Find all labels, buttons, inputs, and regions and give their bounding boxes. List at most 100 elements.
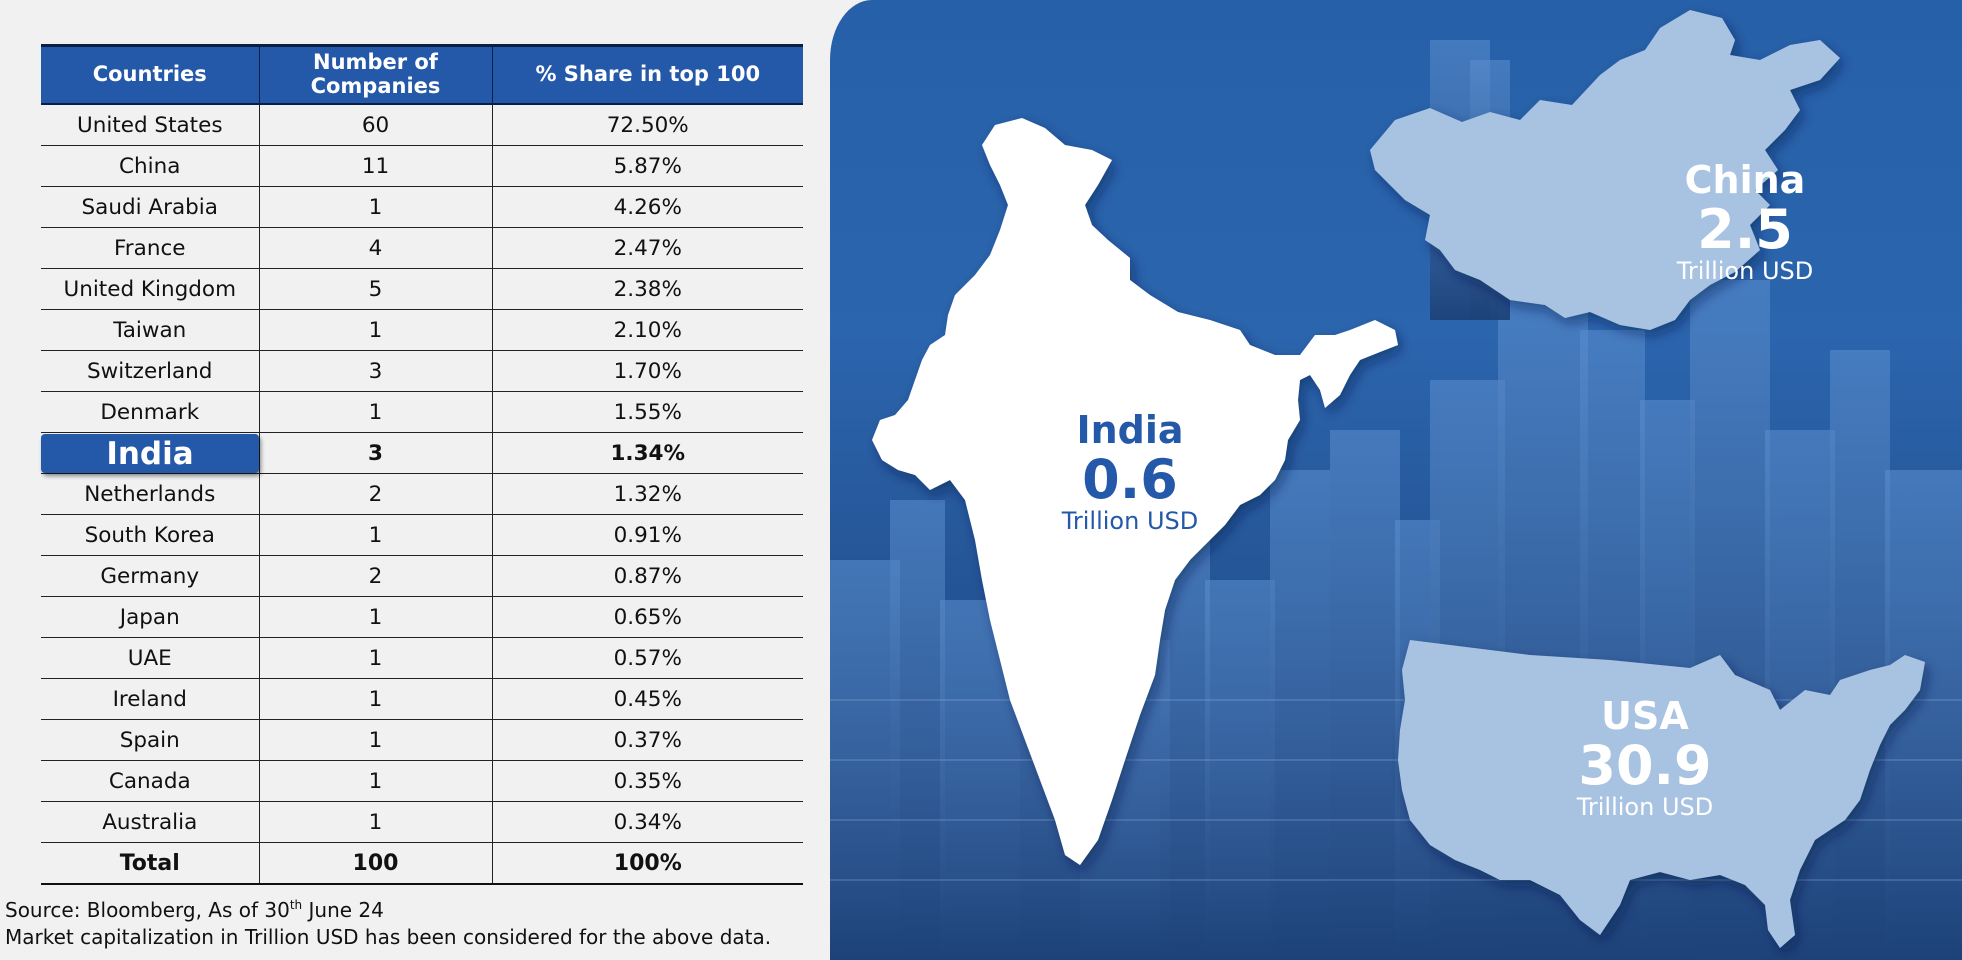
share-cell: 0.35% xyxy=(491,760,803,802)
companies-cell: 60 xyxy=(258,104,492,146)
companies-cell: 2 xyxy=(258,473,492,515)
table-panel: Countries Number of Companies % Share in… xyxy=(0,0,830,960)
country-cell: South Korea xyxy=(41,514,259,556)
table-row: Canada 1 0.35% xyxy=(41,760,803,802)
usa-name: USA xyxy=(1601,694,1689,738)
table-row: India 3 1.34% xyxy=(41,432,803,474)
share-cell: 0.37% xyxy=(491,719,803,761)
source-superscript: th xyxy=(289,898,303,912)
companies-cell: 4 xyxy=(258,227,492,269)
share-cell: 5.87% xyxy=(491,145,803,187)
usa-map-icon xyxy=(1398,640,1925,948)
header-number-of-companies: Number of Companies xyxy=(258,44,492,105)
table-row: Switzerland 3 1.70% xyxy=(41,350,803,392)
share-cell: 1.32% xyxy=(491,473,803,515)
table-row: Taiwan 1 2.10% xyxy=(41,309,803,351)
header-countries: Countries xyxy=(41,44,259,105)
companies-cell: 1 xyxy=(258,678,492,720)
china-name: China xyxy=(1684,158,1806,202)
share-cell: 2.47% xyxy=(491,227,803,269)
usa-unit: Trillion USD xyxy=(1576,793,1714,822)
table-header-row: Countries Number of Companies % Share in… xyxy=(41,44,803,105)
table-row: United Kingdom 5 2.38% xyxy=(41,268,803,310)
companies-cell: 1 xyxy=(258,637,492,679)
country-cell: Switzerland xyxy=(41,350,259,392)
table-total-row: Total 100 100% xyxy=(41,842,803,885)
country-cell: France xyxy=(41,227,259,269)
share-cell: 0.87% xyxy=(491,555,803,597)
total-companies: 100 xyxy=(258,842,492,885)
table-row: Spain 1 0.37% xyxy=(41,719,803,761)
map-panel: India 0.6 Trillion USD China 2.5 Trillio… xyxy=(830,0,1962,960)
source-note: Source: Bloomberg, As of 30th June 24 xyxy=(5,898,384,922)
india-name: India xyxy=(1076,408,1184,452)
country-cell: Canada xyxy=(41,760,259,802)
share-cell: 1.55% xyxy=(491,391,803,433)
table-row: Australia 1 0.34% xyxy=(41,801,803,843)
share-cell: 0.45% xyxy=(491,678,803,720)
companies-cell: 1 xyxy=(258,514,492,556)
map-illustration xyxy=(830,10,1962,960)
country-cell: Netherlands xyxy=(41,473,259,515)
table-row: Germany 2 0.87% xyxy=(41,555,803,597)
country-cell: China xyxy=(41,145,259,187)
country-cell: Ireland xyxy=(41,678,259,720)
country-cell: Taiwan xyxy=(41,309,259,351)
table-row: Japan 1 0.65% xyxy=(41,596,803,638)
total-share: 100% xyxy=(491,842,803,885)
india-value: 0.6 xyxy=(1082,447,1178,511)
share-cell: 1.34% xyxy=(491,432,803,474)
country-cell: United States xyxy=(41,104,259,146)
country-cell: Australia xyxy=(41,801,259,843)
country-cell: Saudi Arabia xyxy=(41,186,259,228)
india-market-cap-label: India 0.6 Trillion USD xyxy=(1010,408,1250,535)
companies-cell: 5 xyxy=(258,268,492,310)
usa-value: 30.9 xyxy=(1578,733,1712,797)
companies-cell: 1 xyxy=(258,760,492,802)
table-row: Saudi Arabia 1 4.26% xyxy=(41,186,803,228)
usa-market-cap-label: USA 30.9 Trillion USD xyxy=(1530,694,1760,822)
share-cell: 2.38% xyxy=(491,268,803,310)
companies-cell: 1 xyxy=(258,719,492,761)
highlighted-country-chip: India xyxy=(41,434,259,473)
country-cell: Denmark xyxy=(41,391,259,433)
companies-cell: 2 xyxy=(258,555,492,597)
country-cell: India xyxy=(41,432,259,474)
share-cell: 0.57% xyxy=(491,637,803,679)
share-cell: 4.26% xyxy=(491,186,803,228)
china-value: 2.5 xyxy=(1697,197,1793,261)
total-label: Total xyxy=(41,842,259,885)
share-cell: 0.65% xyxy=(491,596,803,638)
china-market-cap-label: China 2.5 Trillion USD xyxy=(1630,158,1860,286)
table-row: UAE 1 0.57% xyxy=(41,637,803,679)
share-cell: 1.70% xyxy=(491,350,803,392)
table-row: South Korea 1 0.91% xyxy=(41,514,803,556)
country-cell: Spain xyxy=(41,719,259,761)
table-row: Ireland 1 0.45% xyxy=(41,678,803,720)
country-market-cap-table: Countries Number of Companies % Share in… xyxy=(41,44,803,885)
companies-cell: 1 xyxy=(258,801,492,843)
source-suffix: June 24 xyxy=(302,898,384,922)
country-cell: Germany xyxy=(41,555,259,597)
companies-cell: 3 xyxy=(258,350,492,392)
table-row: United States 60 72.50% xyxy=(41,104,803,146)
china-unit: Trillion USD xyxy=(1676,257,1814,286)
companies-cell: 11 xyxy=(258,145,492,187)
share-cell: 2.10% xyxy=(491,309,803,351)
companies-cell: 1 xyxy=(258,596,492,638)
share-cell: 72.50% xyxy=(491,104,803,146)
companies-cell: 1 xyxy=(258,309,492,351)
country-cell: Japan xyxy=(41,596,259,638)
table-row: Denmark 1 1.55% xyxy=(41,391,803,433)
country-cell: United Kingdom xyxy=(41,268,259,310)
companies-cell: 3 xyxy=(258,432,492,474)
companies-cell: 1 xyxy=(258,391,492,433)
table-row: China 11 5.87% xyxy=(41,145,803,187)
india-map-icon xyxy=(872,118,1398,865)
share-cell: 0.34% xyxy=(491,801,803,843)
share-cell: 0.91% xyxy=(491,514,803,556)
table-row: France 4 2.47% xyxy=(41,227,803,269)
source-prefix: Source: Bloomberg, As of 30 xyxy=(5,898,290,922)
china-map-icon xyxy=(1370,10,1840,330)
method-note: Market capitalization in Trillion USD ha… xyxy=(5,925,772,949)
